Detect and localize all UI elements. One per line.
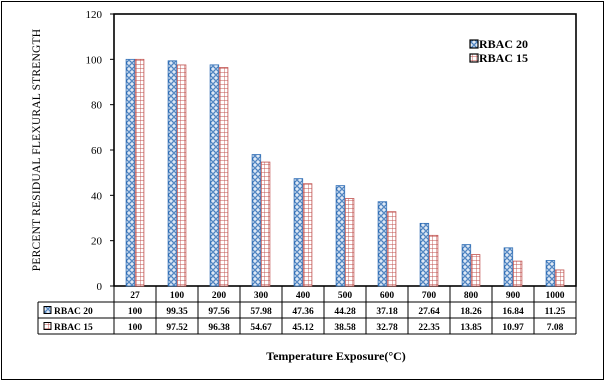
table-cell: 7.08	[547, 323, 564, 333]
table-cell: 37.18	[376, 307, 398, 317]
x-axis-title: Temperature Exposure(°C)	[266, 349, 406, 363]
category-label: 27	[130, 291, 140, 301]
bar-rbac-15-300	[260, 161, 271, 287]
y-tick-label: 100	[86, 54, 103, 66]
table-cell: 16.84	[502, 307, 524, 317]
y-tick-label: 40	[91, 190, 103, 202]
y-tick-label: 20	[91, 236, 103, 248]
table-legend-key	[43, 306, 52, 314]
table-cell: 100	[128, 307, 143, 317]
category-label: 400	[296, 291, 311, 301]
legend-key	[469, 53, 479, 63]
table-cell: 10.97	[502, 323, 524, 333]
category-label: 600	[380, 291, 395, 301]
table-cell: 11.25	[545, 307, 566, 317]
bar-rbac-20-600	[377, 201, 388, 287]
table-cell: 97.52	[166, 323, 188, 333]
bar-rbac-15-900	[512, 260, 523, 287]
table-cell: 99.35	[166, 307, 188, 317]
table-cell: 96.38	[208, 323, 230, 333]
category-label: 200	[212, 291, 227, 301]
table-cell: 54.67	[250, 323, 272, 333]
bar-rbac-20-27	[125, 58, 136, 287]
bar-rbac-20-700	[419, 222, 430, 287]
table-cell: 97.56	[208, 307, 230, 317]
y-tick-label: 80	[91, 100, 103, 112]
bar-rbac-15-500	[344, 198, 355, 287]
category-label: 700	[422, 291, 437, 301]
table-row-label: RBAC 20	[54, 307, 93, 317]
legend-key	[469, 39, 479, 49]
bar-rbac-15-600	[386, 211, 397, 287]
bar-rbac-15-700	[428, 234, 439, 287]
y-tick-label: 120	[86, 9, 103, 21]
category-label: 100	[170, 291, 185, 301]
table-cell: 13.85	[460, 323, 482, 333]
category-label: 300	[254, 291, 269, 301]
category-label: 800	[464, 291, 479, 301]
table-row-label: RBAC 15	[54, 323, 93, 333]
bar-rbac-20-900	[503, 247, 514, 287]
table-cell: 27.64	[418, 307, 440, 317]
legend-label: RBAC 15	[479, 51, 528, 65]
table-cell: 57.98	[250, 307, 272, 317]
bar-rbac-20-300	[251, 154, 262, 287]
table-cell: 47.36	[292, 307, 314, 317]
bar-rbac-20-500	[335, 185, 346, 287]
bar-rbac-15-200	[218, 67, 229, 287]
category-label: 500	[338, 291, 353, 301]
bar-rbac-20-1000	[545, 260, 556, 287]
y-tick-label: 60	[91, 145, 103, 157]
bar-rbac-20-800	[461, 244, 472, 287]
y-tick-label: 0	[97, 281, 103, 293]
bar-rbac-15-800	[470, 254, 481, 287]
bar-rbac-20-400	[293, 178, 304, 287]
table-cell: 22.35	[418, 323, 440, 333]
category-label: 900	[506, 291, 521, 301]
category-label: 1000	[546, 291, 565, 301]
table-cell: 38.58	[334, 323, 356, 333]
y-axis-title: PERCENT RESIDUAL FLEXURAL STRENGTH	[31, 29, 43, 271]
table-legend-key	[43, 322, 52, 330]
chart-frame	[1, 1, 604, 380]
legend-label: RBAC 20	[479, 37, 528, 51]
bar-rbac-15-400	[302, 183, 313, 287]
bar-rbac-15-1000	[554, 269, 565, 287]
table-cell: 44.28	[334, 307, 356, 317]
bar-rbac-20-200	[209, 64, 220, 287]
bar-rbac-15-27	[134, 58, 145, 287]
bar-rbac-15-100	[176, 64, 187, 287]
table-cell: 18.26	[460, 307, 482, 317]
table-cell: 100	[128, 323, 143, 333]
table-cell: 32.78	[376, 323, 398, 333]
bar-rbac-20-100	[167, 60, 178, 287]
table-cell: 45.12	[292, 323, 314, 333]
